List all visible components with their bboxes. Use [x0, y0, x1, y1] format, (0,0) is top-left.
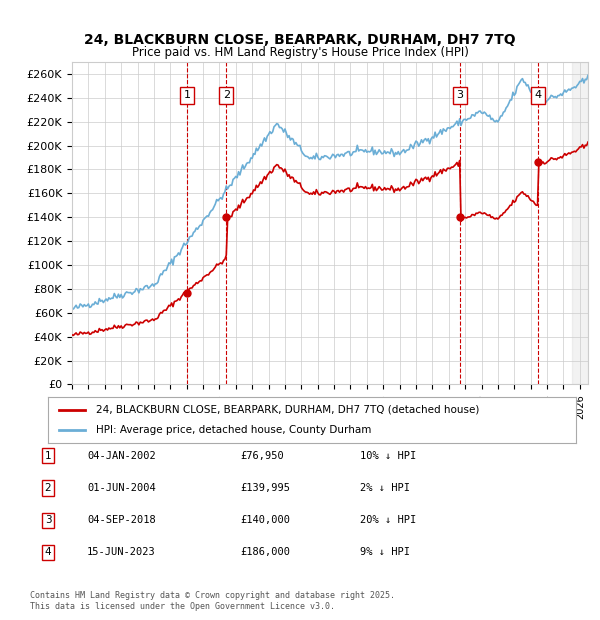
- Text: Contains HM Land Registry data © Crown copyright and database right 2025.
This d: Contains HM Land Registry data © Crown c…: [30, 591, 395, 611]
- Text: 2: 2: [44, 483, 52, 493]
- Text: 04-JAN-2002: 04-JAN-2002: [87, 451, 156, 461]
- Text: 4: 4: [535, 91, 542, 100]
- Text: £186,000: £186,000: [240, 547, 290, 557]
- Text: 1: 1: [44, 451, 52, 461]
- Text: Price paid vs. HM Land Registry's House Price Index (HPI): Price paid vs. HM Land Registry's House …: [131, 46, 469, 59]
- Text: 10% ↓ HPI: 10% ↓ HPI: [360, 451, 416, 461]
- Text: £76,950: £76,950: [240, 451, 284, 461]
- Text: 24, BLACKBURN CLOSE, BEARPARK, DURHAM, DH7 7TQ (detached house): 24, BLACKBURN CLOSE, BEARPARK, DURHAM, D…: [95, 405, 479, 415]
- Text: 2: 2: [223, 91, 230, 100]
- Text: 1: 1: [184, 91, 190, 100]
- Text: 20% ↓ HPI: 20% ↓ HPI: [360, 515, 416, 525]
- Text: 24, BLACKBURN CLOSE, BEARPARK, DURHAM, DH7 7TQ: 24, BLACKBURN CLOSE, BEARPARK, DURHAM, D…: [84, 33, 516, 47]
- Text: 15-JUN-2023: 15-JUN-2023: [87, 547, 156, 557]
- Bar: [572, 62, 588, 384]
- Text: 2% ↓ HPI: 2% ↓ HPI: [360, 483, 410, 493]
- Text: 01-JUN-2004: 01-JUN-2004: [87, 483, 156, 493]
- Text: 3: 3: [456, 91, 463, 100]
- Text: £139,995: £139,995: [240, 483, 290, 493]
- Text: 04-SEP-2018: 04-SEP-2018: [87, 515, 156, 525]
- Text: £140,000: £140,000: [240, 515, 290, 525]
- Text: HPI: Average price, detached house, County Durham: HPI: Average price, detached house, Coun…: [95, 425, 371, 435]
- Text: 4: 4: [44, 547, 52, 557]
- Text: 9% ↓ HPI: 9% ↓ HPI: [360, 547, 410, 557]
- Text: 3: 3: [44, 515, 52, 525]
